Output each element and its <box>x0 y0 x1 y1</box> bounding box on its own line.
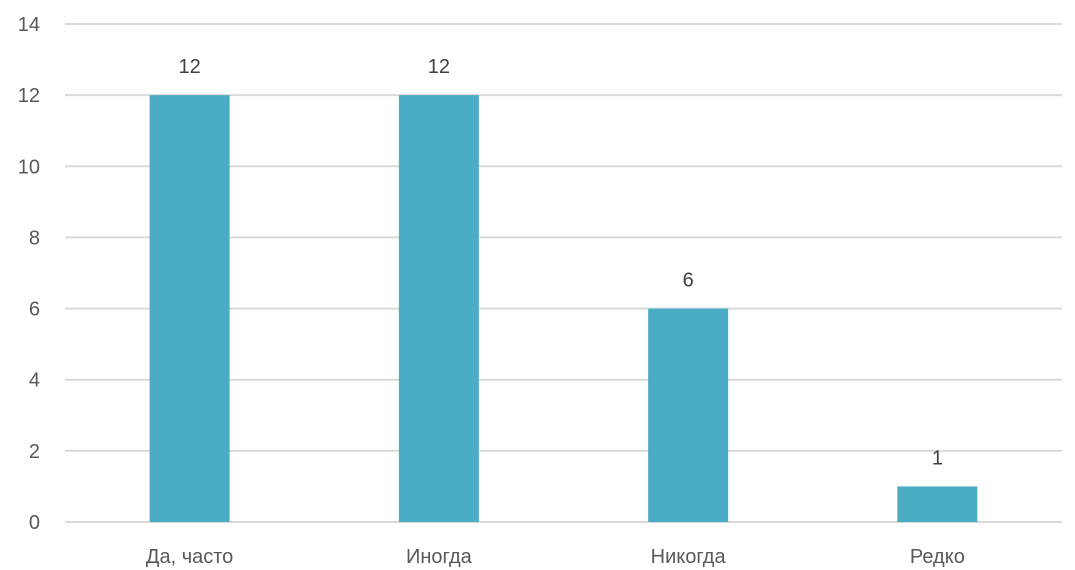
data-label: 12 <box>179 56 201 78</box>
bar <box>398 95 479 523</box>
x-category-label: Да, часто <box>146 546 233 568</box>
data-labels: 12 12 6 1 <box>179 56 943 469</box>
x-category-label: Редко <box>910 546 965 568</box>
y-tick-label: 4 <box>29 370 40 392</box>
y-tick-label: 0 <box>29 512 40 534</box>
bar <box>149 95 230 523</box>
y-tick-label: 10 <box>18 156 40 178</box>
data-label: 6 <box>683 270 694 292</box>
y-tick-label: 14 <box>18 14 40 36</box>
y-tick-label: 6 <box>29 299 40 321</box>
gridlines <box>65 23 1062 523</box>
data-label: 1 <box>932 447 943 469</box>
bars <box>149 95 978 523</box>
y-tick-label: 2 <box>29 441 40 463</box>
y-tick-label: 8 <box>29 227 40 249</box>
y-axis-tick-labels: 0 2 4 6 8 10 12 14 <box>18 14 40 534</box>
y-tick-label: 12 <box>18 85 40 107</box>
x-category-label: Никогда <box>651 546 727 568</box>
bar <box>897 486 978 522</box>
bar <box>648 308 729 522</box>
data-label: 12 <box>428 56 450 78</box>
x-category-label: Иногда <box>406 546 473 568</box>
x-axis-category-labels: Да, часто Иногда Никогда Редко <box>146 546 965 568</box>
